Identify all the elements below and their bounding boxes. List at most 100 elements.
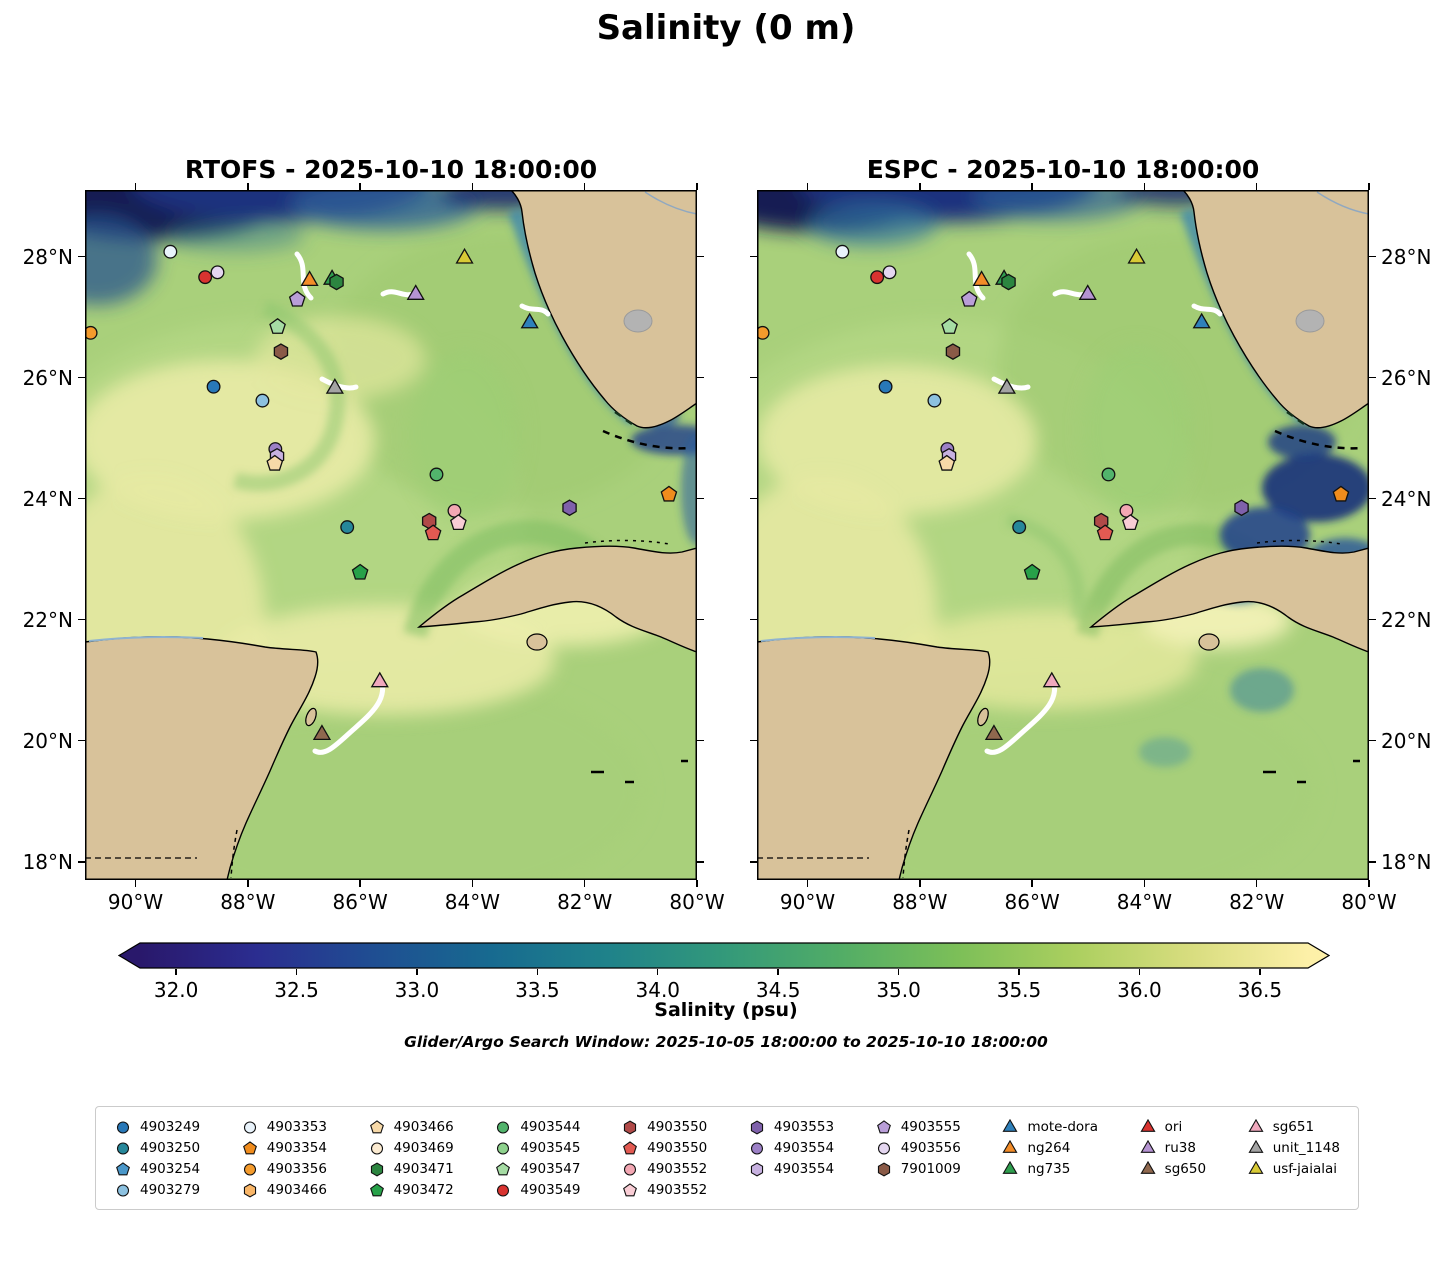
colorbar-tick: [416, 969, 418, 975]
y-tick: [1369, 497, 1376, 500]
colorbar-tick-label: 34.0: [635, 978, 681, 1002]
hexagon-marker-icon: [624, 1119, 637, 1135]
triangle-marker-icon: [1002, 1118, 1019, 1132]
y-tick: [697, 376, 704, 379]
legend-label: 4903550: [647, 1139, 708, 1156]
x-tick-label: 88°W: [892, 890, 948, 914]
marker-4903553: [562, 499, 577, 517]
marker-7901009: [945, 343, 961, 360]
legend-label: 4903466: [393, 1118, 454, 1135]
legend-item: 4903356: [241, 1158, 327, 1179]
y-tick-label: 20°N: [1381, 728, 1432, 753]
y-tick-label: 24°N: [1381, 486, 1432, 511]
legend-label: 4903552: [647, 1160, 708, 1177]
y-tick: [1369, 740, 1376, 742]
legend-label: 4903544: [520, 1118, 581, 1135]
pentagon-marker-icon: [116, 1161, 130, 1175]
marker-4903544: [429, 467, 444, 482]
legend-column: 4903466 4903469 4903471 4903472: [368, 1116, 454, 1200]
marker-4903472: [351, 563, 369, 580]
x-tick: [1143, 880, 1146, 887]
marker-4903466: [266, 454, 284, 471]
y-tick: [697, 861, 704, 863]
espc-frame: [757, 190, 1369, 880]
x-tick-label: 84°W: [1116, 890, 1173, 914]
y-tick-label: 18°N: [1381, 849, 1432, 874]
legend-label: 4903254: [140, 1160, 201, 1177]
colorbar-tick: [897, 969, 900, 975]
x-tick-label: 86°W: [1004, 890, 1060, 914]
marker-4903249: [878, 379, 893, 394]
x-tick-label: 82°W: [557, 890, 613, 914]
legend-item: 4903544: [494, 1116, 580, 1137]
x-tick: [1368, 183, 1370, 190]
y-tick-label: 18°N: [22, 849, 73, 874]
legend-item: 4903550: [621, 1137, 707, 1158]
legend-item: ng264: [1001, 1137, 1098, 1158]
legend-label: 4903279: [140, 1181, 201, 1198]
marker-4903555: [288, 290, 306, 307]
triangle-marker-icon: [1248, 1139, 1264, 1153]
marker-4903353: [835, 244, 850, 259]
legend-label: 4903554: [773, 1160, 835, 1177]
legend-item: 4903547: [494, 1158, 580, 1179]
y-tick-label: 28°N: [22, 244, 73, 269]
pentagon-marker-icon: [623, 1182, 638, 1196]
marker-4903249: [206, 379, 221, 394]
colorbar-tick-label: 34.5: [755, 978, 801, 1002]
marker-usf-jaialai: [455, 247, 474, 264]
circle-marker-icon: [243, 1120, 256, 1134]
x-tick-label: 80°W: [669, 890, 725, 914]
colorbar-tick-label: 35.0: [876, 978, 921, 1002]
triangle-marker-icon: [1140, 1118, 1156, 1132]
x-tick: [359, 880, 361, 887]
triangle-marker-icon: [1248, 1160, 1264, 1174]
legend-item: 4903254: [114, 1158, 200, 1179]
triangle-marker-icon: [1002, 1160, 1019, 1174]
y-tick: [750, 861, 757, 863]
circle-marker-icon: [624, 1162, 637, 1176]
legend-label: 4903356: [266, 1160, 327, 1177]
legend-item: 4903554: [748, 1137, 834, 1158]
marker-ru38: [1078, 284, 1097, 300]
legend-item: 4903354: [241, 1137, 327, 1158]
rtofs-frame: [85, 190, 697, 880]
legend-label: 4903554: [773, 1139, 835, 1156]
colorbar-tick: [536, 969, 539, 975]
colorbar-tick-label: 35.5: [996, 978, 1042, 1002]
legend-item: 4903472: [368, 1179, 454, 1200]
colorbar-tick-label: 32.0: [153, 978, 199, 1002]
circle-marker-icon: [243, 1162, 256, 1176]
rtofs-markers: [85, 244, 678, 740]
legend-label: ru38: [1164, 1139, 1196, 1156]
legend-column: ori ru38 sg650: [1139, 1116, 1206, 1200]
y-tick: [750, 740, 757, 742]
marker-ng264: [972, 270, 991, 287]
legend-item: usf-jaialai: [1247, 1158, 1340, 1179]
y-tick-label: 28°N: [1381, 244, 1432, 269]
rtofs-panel: [85, 190, 697, 880]
legend: 4903249 4903250 4903254 4903279 4903353 49033…: [95, 1106, 1359, 1210]
marker-4903471: [1001, 273, 1016, 291]
colorbar: [118, 942, 1330, 969]
marker-4903356: [757, 325, 770, 340]
legend-item: 4903552: [621, 1179, 707, 1200]
triangle-marker-icon: [1140, 1160, 1156, 1174]
hexagon-marker-icon: [370, 1161, 383, 1177]
legend-label: 4903552: [647, 1181, 708, 1198]
colorbar-tick-label: 32.5: [274, 978, 319, 1002]
circle-marker-icon: [116, 1120, 130, 1134]
x-tick: [134, 880, 137, 887]
colorbar-tick: [1018, 969, 1020, 975]
x-tick-label: 84°W: [444, 890, 501, 914]
colorbar-label: Salinity (psu): [654, 999, 798, 1021]
marker-4903556: [210, 265, 225, 280]
legend-item: ng735: [1001, 1158, 1098, 1179]
marker-sg650: [312, 724, 332, 740]
legend-label: 4903545: [520, 1139, 581, 1156]
hexagon-marker-icon: [750, 1161, 763, 1177]
marker-sg650: [984, 724, 1004, 740]
marker-4903550: [424, 524, 442, 541]
colorbar-tick: [295, 969, 298, 975]
marker-4903279: [927, 393, 942, 408]
